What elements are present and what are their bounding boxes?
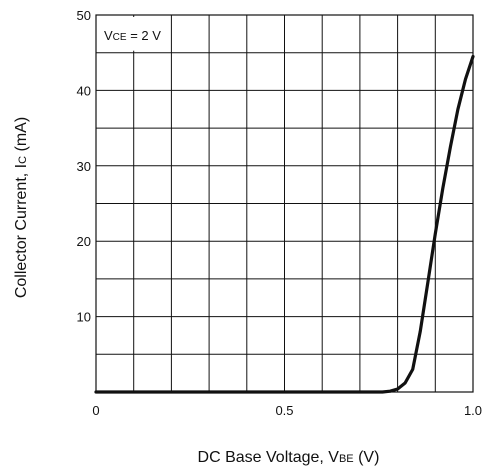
y-tick-label: 30 [77, 159, 91, 174]
y-tick-label: 40 [77, 83, 91, 98]
tick-labels: 0 0.5 1.0 10 20 30 40 50 [77, 8, 483, 418]
x-tick-label: 0 [92, 403, 99, 418]
series-line [94, 54, 475, 394]
x-axis-label: DC Base Voltage, VBE (V) [198, 449, 380, 466]
y-tick-label: 20 [77, 234, 91, 249]
x-tick-label: 1.0 [464, 403, 482, 418]
y-tick-label: 50 [77, 8, 91, 23]
x-tick-label: 0.5 [275, 403, 293, 418]
grid [96, 15, 473, 392]
annotation-label: VCE = 2 V [104, 28, 161, 43]
y-tick-label: 10 [77, 310, 91, 325]
y-axis-label: Collector Current, IC (mA) [13, 117, 30, 298]
annotation-box: VCE = 2 V [98, 17, 170, 51]
